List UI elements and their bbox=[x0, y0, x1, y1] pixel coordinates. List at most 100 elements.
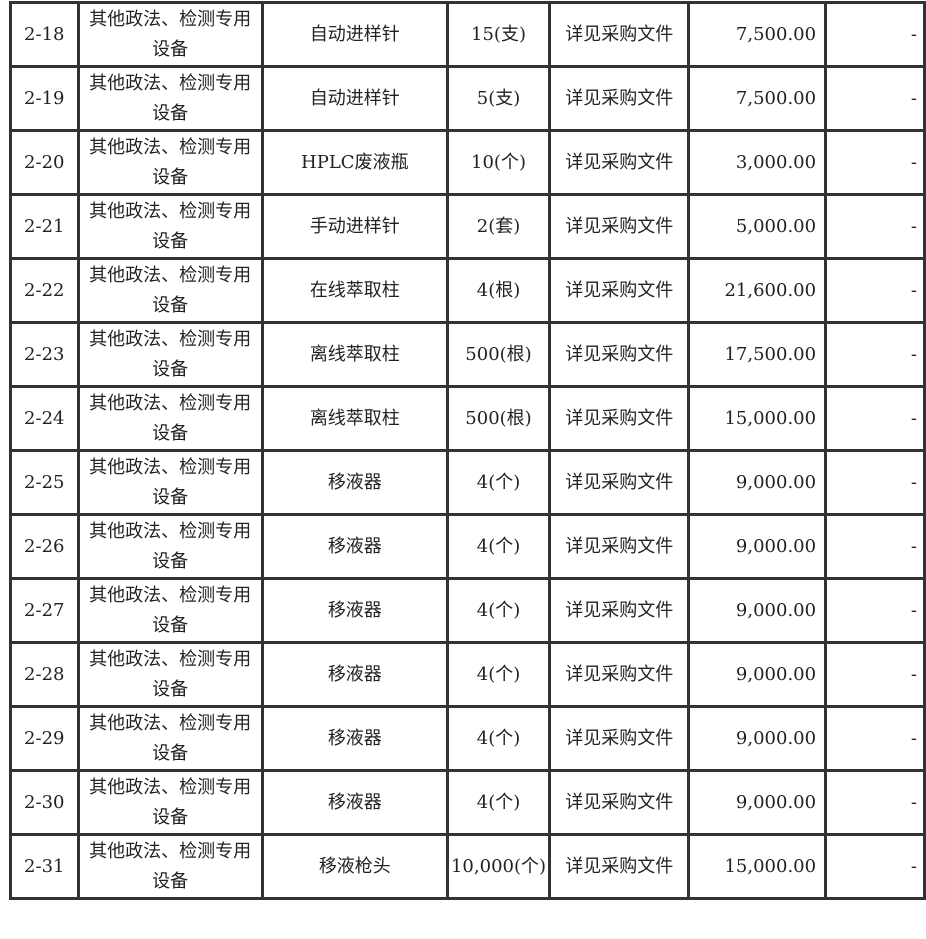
item-number-cell: 2-20 bbox=[9, 129, 80, 196]
item-number-cell: 2-29 bbox=[9, 705, 80, 772]
specification-cell: 详见采购文件 bbox=[548, 321, 691, 388]
item-name-cell: 移液器 bbox=[260, 769, 449, 836]
table-row: 2-21 其他政法、检测专用设备 手动进样针 2(套) 详见采购文件 5,000.00- bbox=[9, 193, 926, 260]
amount-cell: 3,000.00 bbox=[687, 129, 828, 196]
quantity-cell: 2(套) bbox=[445, 193, 552, 260]
quantity-cell: 15(支) bbox=[445, 1, 552, 68]
item-number-cell: 2-24 bbox=[9, 385, 80, 452]
specification-cell: 详见采购文件 bbox=[548, 577, 691, 644]
specification-cell: 详见采购文件 bbox=[548, 1, 691, 68]
category-cell: 其他政法、检测专用设备 bbox=[76, 705, 264, 772]
item-name-cell: 离线萃取柱 bbox=[260, 321, 449, 388]
quantity-cell: 10(个) bbox=[445, 129, 552, 196]
amount-cell: 9,000.00 bbox=[687, 449, 828, 516]
category-cell: 其他政法、检测专用设备 bbox=[76, 257, 264, 324]
amount-cell: 9,000.00 bbox=[687, 705, 828, 772]
table-row: 2-23 其他政法、检测专用设备 离线萃取柱 500(根) 详见采购文件 17,500.0… bbox=[9, 321, 926, 388]
amount-cell: 9,000.00 bbox=[687, 769, 828, 836]
quantity-cell: 5(支) bbox=[445, 65, 552, 132]
remark-cell: - bbox=[824, 129, 926, 196]
table-row: 2-24 其他政法、检测专用设备 离线萃取柱 500(根) 详见采购文件 15,000.0… bbox=[9, 385, 926, 452]
remark-cell: - bbox=[824, 65, 926, 132]
table-row: 2-31 其他政法、检测专用设备 移液枪头 10,000(个) 详见采购文件 15,000… bbox=[9, 833, 926, 900]
quantity-cell: 4(个) bbox=[445, 513, 552, 580]
remark-cell: - bbox=[824, 705, 926, 772]
item-name-cell: 自动进样针 bbox=[260, 1, 449, 68]
remark-cell: - bbox=[824, 1, 926, 68]
specification-cell: 详见采购文件 bbox=[548, 449, 691, 516]
table-row: 2-18 其他政法、检测专用设备 自动进样针 15(支) 详见采购文件 7,500.00- bbox=[9, 1, 926, 68]
specification-cell: 详见采购文件 bbox=[548, 193, 691, 260]
table-row: 2-20 其他政法、检测专用设备 HPLC废液瓶 10(个) 详见采购文件 3,000.0… bbox=[9, 129, 926, 196]
quantity-cell: 4(个) bbox=[445, 577, 552, 644]
amount-cell: 7,500.00 bbox=[687, 65, 828, 132]
amount-cell: 15,000.00 bbox=[687, 385, 828, 452]
specification-cell: 详见采购文件 bbox=[548, 833, 691, 900]
category-cell: 其他政法、检测专用设备 bbox=[76, 577, 264, 644]
remark-cell: - bbox=[824, 641, 926, 708]
item-number-cell: 2-31 bbox=[9, 833, 80, 900]
specification-cell: 详见采购文件 bbox=[548, 513, 691, 580]
remark-cell: - bbox=[824, 577, 926, 644]
remark-cell: - bbox=[824, 385, 926, 452]
item-name-cell: 自动进样针 bbox=[260, 65, 449, 132]
quantity-cell: 4(个) bbox=[445, 641, 552, 708]
item-number-cell: 2-18 bbox=[9, 1, 80, 68]
remark-cell: - bbox=[824, 769, 926, 836]
item-number-cell: 2-30 bbox=[9, 769, 80, 836]
specification-cell: 详见采购文件 bbox=[548, 257, 691, 324]
category-cell: 其他政法、检测专用设备 bbox=[76, 65, 264, 132]
category-cell: 其他政法、检测专用设备 bbox=[76, 769, 264, 836]
specification-cell: 详见采购文件 bbox=[548, 385, 691, 452]
amount-cell: 15,000.00 bbox=[687, 833, 828, 900]
table-row: 2-30 其他政法、检测专用设备 移液器 4(个) 详见采购文件 9,000.00- bbox=[9, 769, 926, 836]
table-row: 2-19 其他政法、检测专用设备 自动进样针 5(支) 详见采购文件 7,500.00- bbox=[9, 65, 926, 132]
table-row: 2-25 其他政法、检测专用设备 移液器 4(个) 详见采购文件 9,000.00- bbox=[9, 449, 926, 516]
specification-cell: 详见采购文件 bbox=[548, 705, 691, 772]
item-name-cell: 离线萃取柱 bbox=[260, 385, 449, 452]
item-number-cell: 2-21 bbox=[9, 193, 80, 260]
table-row: 2-29 其他政法、检测专用设备 移液器 4(个) 详见采购文件 9,000.00- bbox=[9, 705, 926, 772]
category-cell: 其他政法、检测专用设备 bbox=[76, 449, 264, 516]
category-cell: 其他政法、检测专用设备 bbox=[76, 193, 264, 260]
item-name-cell: 手动进样针 bbox=[260, 193, 449, 260]
quantity-cell: 4(个) bbox=[445, 769, 552, 836]
specification-cell: 详见采购文件 bbox=[548, 129, 691, 196]
item-name-cell: 移液器 bbox=[260, 705, 449, 772]
remark-cell: - bbox=[824, 833, 926, 900]
amount-cell: 17,500.00 bbox=[687, 321, 828, 388]
quantity-cell: 500(根) bbox=[445, 321, 552, 388]
amount-cell: 9,000.00 bbox=[687, 641, 828, 708]
category-cell: 其他政法、检测专用设备 bbox=[76, 513, 264, 580]
item-number-cell: 2-28 bbox=[9, 641, 80, 708]
category-cell: 其他政法、检测专用设备 bbox=[76, 385, 264, 452]
item-number-cell: 2-25 bbox=[9, 449, 80, 516]
quantity-cell: 4(个) bbox=[445, 449, 552, 516]
quantity-cell: 500(根) bbox=[445, 385, 552, 452]
category-cell: 其他政法、检测专用设备 bbox=[76, 129, 264, 196]
table-row: 2-27 其他政法、检测专用设备 移液器 4(个) 详见采购文件 9,000.00- bbox=[9, 577, 926, 644]
quantity-cell: 10,000(个) bbox=[445, 833, 552, 900]
item-number-cell: 2-26 bbox=[9, 513, 80, 580]
specification-cell: 详见采购文件 bbox=[548, 641, 691, 708]
table-row: 2-22 其他政法、检测专用设备 在线萃取柱 4(根) 详见采购文件 21,600.00- bbox=[9, 257, 926, 324]
amount-cell: 9,000.00 bbox=[687, 577, 828, 644]
amount-cell: 7,500.00 bbox=[687, 1, 828, 68]
item-name-cell: 在线萃取柱 bbox=[260, 257, 449, 324]
remark-cell: - bbox=[824, 257, 926, 324]
item-name-cell: 移液器 bbox=[260, 641, 449, 708]
quantity-cell: 4(个) bbox=[445, 705, 552, 772]
item-name-cell: 移液器 bbox=[260, 513, 449, 580]
item-number-cell: 2-23 bbox=[9, 321, 80, 388]
category-cell: 其他政法、检测专用设备 bbox=[76, 641, 264, 708]
remark-cell: - bbox=[824, 449, 926, 516]
amount-cell: 5,000.00 bbox=[687, 193, 828, 260]
table-row: 2-26 其他政法、检测专用设备 移液器 4(个) 详见采购文件 9,000.00- bbox=[9, 513, 926, 580]
quantity-cell: 4(根) bbox=[445, 257, 552, 324]
remark-cell: - bbox=[824, 193, 926, 260]
amount-cell: 21,600.00 bbox=[687, 257, 828, 324]
item-number-cell: 2-22 bbox=[9, 257, 80, 324]
item-number-cell: 2-27 bbox=[9, 577, 80, 644]
item-number-cell: 2-19 bbox=[9, 65, 80, 132]
specification-cell: 详见采购文件 bbox=[548, 769, 691, 836]
